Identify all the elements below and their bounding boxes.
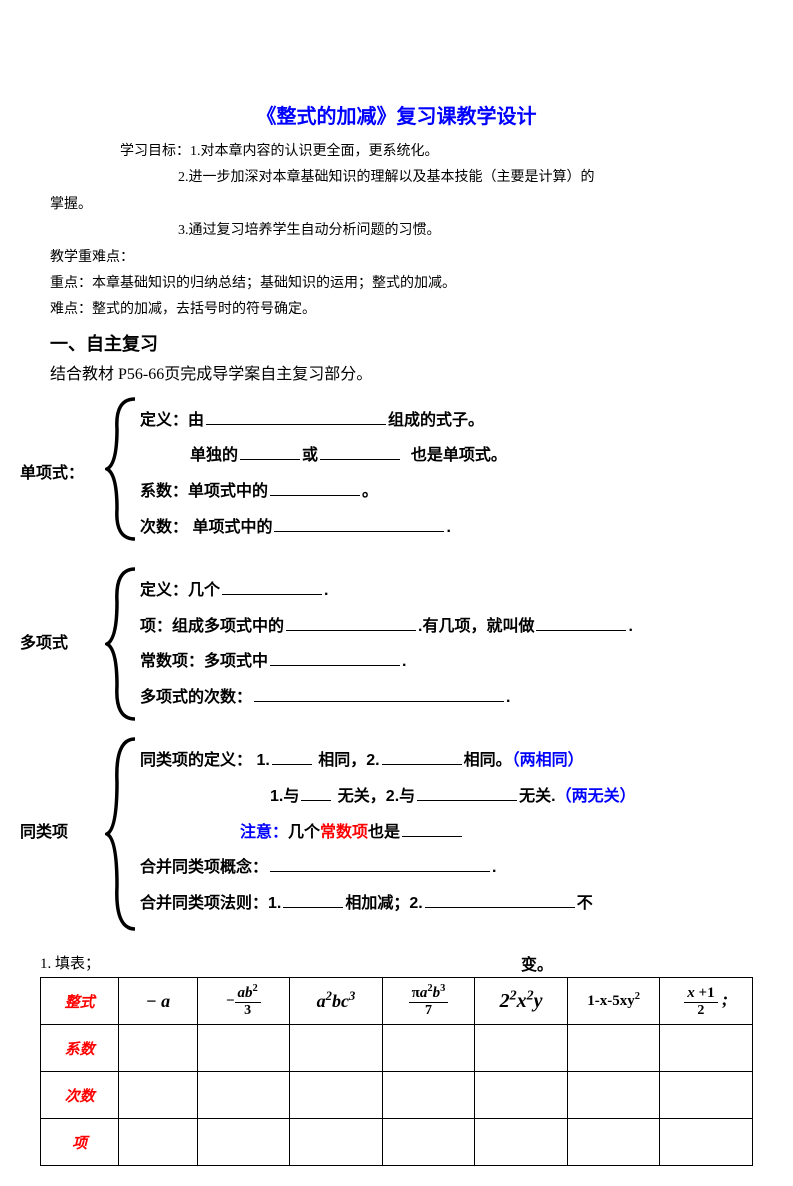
change-note: 变。: [521, 951, 553, 975]
liketerms-label: 同类项: [20, 818, 68, 842]
cell-expr-7: x +12 ;: [660, 978, 753, 1025]
objective-3: 3.通过复习培养学生自动分析问题的习惯。: [40, 220, 753, 242]
liketerms-group: 同类项 同类项的定义： 1. 相同，2.相同。（两相同） 1.与 无关，2.与无…: [40, 734, 753, 934]
table-row: 整式 − a −ab23 a2bc3 πa2b37 22x2y 1-x-5xy2…: [41, 978, 753, 1025]
polynomial-label: 多项式: [20, 629, 68, 653]
poly-degree: 多项式的次数：.: [140, 685, 753, 711]
two-same: （两相同）: [512, 752, 584, 769]
difficulty: 难点：整式的加减，去括号时的符号确定。: [40, 299, 753, 321]
liketerms-irrelevant: 1.与 无关，2.与无关.（两无关）: [140, 784, 753, 810]
fill-table: 整式 − a −ab23 a2bc3 πa2b37 22x2y 1-x-5xy2…: [40, 977, 753, 1166]
table-row: 次数: [41, 1072, 753, 1119]
fill-table-label: 1. 填表；: [40, 952, 100, 973]
table-row: 项: [41, 1119, 753, 1166]
monomial-label: 单项式：: [20, 459, 84, 483]
brace-icon: [105, 394, 145, 544]
poly-def: 定义：几个.: [140, 578, 753, 604]
row-header-degree: 次数: [41, 1072, 119, 1119]
cell-expr-2: −ab23: [197, 978, 290, 1025]
row-header-term: 项: [41, 1119, 119, 1166]
table-row: 系数: [41, 1025, 753, 1072]
cell-expr-1: − a: [119, 978, 197, 1025]
section-1-title: 一、自主复习: [40, 330, 753, 356]
objective-2: 2.进一步加深对本章基础知识的理解以及基本技能（主要是计算）的: [40, 167, 753, 189]
cell-expr-3: a2bc3: [290, 978, 383, 1025]
brace-icon: [105, 564, 145, 724]
section-1-text: 结合教材 P56-66页完成导学案自主复习部分。: [40, 360, 753, 384]
liketerms-def: 同类项的定义： 1. 相同，2.相同。（两相同）: [140, 748, 753, 774]
difficulty-label: 教学重难点：: [40, 247, 753, 269]
polynomial-group: 多项式 定义：几个. 项：组成多项式中的.有几项，就叫做. 常数项：多项式中. …: [40, 564, 753, 724]
brace-icon: [105, 734, 145, 934]
monomial-def: 定义：由组成的式子。: [140, 408, 753, 434]
liketerms-merge-rule: 合并同类项法则：1.相加减；2.不: [140, 891, 753, 917]
grasp: 掌握。: [40, 194, 753, 216]
liketerms-note: 注意：几个常数项也是: [140, 820, 753, 846]
cell-expr-6: 1-x-5xy2: [567, 978, 660, 1025]
poly-term: 项：组成多项式中的.有几项，就叫做.: [140, 614, 753, 640]
liketerms-merge-concept: 合并同类项概念：.: [140, 855, 753, 881]
objectives-label: 学习目标：: [120, 144, 190, 159]
row-header-coef: 系数: [41, 1025, 119, 1072]
objectives-line1: 学习目标：1.对本章内容的认识更全面，更系统化。: [40, 141, 753, 163]
poly-const: 常数项：多项式中.: [140, 649, 753, 675]
row-header-expr: 整式: [41, 978, 119, 1025]
monomial-degree: 次数： 单项式中的.: [140, 515, 753, 541]
keypoint: 重点：本章基础知识的归纳总结；基础知识的运用；整式的加减。: [40, 273, 753, 295]
page-title: 《整式的加减》复习课教学设计: [40, 100, 753, 129]
monomial-coef: 系数：单项式中的。: [140, 479, 753, 505]
monomial-group: 单项式： 定义：由组成的式子。 单独的或 也是单项式。 系数：单项式中的。 次数…: [40, 394, 753, 554]
cell-expr-5: 22x2y: [475, 978, 568, 1025]
two-irrelevant: （两无关）: [556, 788, 636, 805]
objective-1: 1.对本章内容的认识更全面，更系统化。: [190, 144, 439, 159]
cell-expr-4: πa2b37: [382, 978, 475, 1025]
monomial-single: 单独的或 也是单项式。: [140, 443, 753, 469]
